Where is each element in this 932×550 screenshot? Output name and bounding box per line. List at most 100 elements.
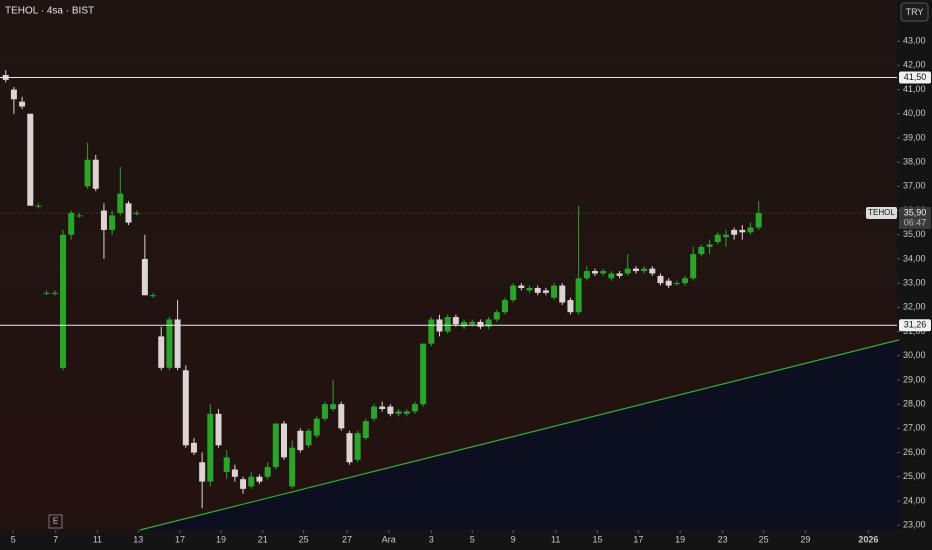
candle-body: [624, 268, 631, 274]
x-tick-label: 11: [551, 534, 560, 544]
candle-body: [240, 479, 247, 489]
candle-body: [248, 476, 255, 487]
candle-body: [330, 404, 337, 409]
y-tick-label: 24,00: [903, 495, 926, 505]
candle-body: [682, 278, 689, 284]
candle-body: [264, 467, 271, 477]
candle-body: [19, 101, 26, 107]
candle-body: [256, 476, 263, 482]
y-tick-label: 37,00: [903, 181, 926, 191]
candle-body: [379, 406, 386, 409]
x-tick-label: 21: [258, 534, 268, 544]
candle-body: [207, 413, 214, 482]
y-tick-label: 40,00: [903, 108, 926, 118]
candle-body: [493, 312, 500, 320]
candle-body: [501, 300, 508, 313]
candle-body: [461, 321, 468, 327]
price-line-tag: [899, 71, 931, 84]
candle-body: [354, 433, 361, 460]
candle-body: [673, 283, 680, 285]
x-tick-label: 19: [216, 534, 226, 544]
candle-body: [755, 212, 762, 228]
candle-body: [657, 275, 664, 284]
candle-body: [632, 268, 639, 272]
x-tick-label: 17: [633, 534, 643, 544]
y-tick-label: 23,00: [903, 520, 926, 530]
candle-body: [600, 271, 607, 274]
candle-body: [731, 229, 738, 235]
candle-body: [141, 258, 148, 296]
x-tick-label: 29: [800, 534, 810, 544]
candle-body: [583, 271, 590, 279]
candle-body: [567, 300, 574, 313]
x-tick-label: 7: [53, 534, 58, 544]
price-axis: [897, 0, 932, 550]
candle-body: [190, 442, 197, 453]
candle-body: [43, 292, 50, 294]
time-axis: [0, 530, 897, 550]
candle-body: [231, 469, 238, 477]
candle-body: [321, 404, 328, 419]
x-tick-label: 11: [93, 534, 102, 544]
countdown-label: 06:47: [904, 217, 927, 227]
candle-body: [68, 212, 75, 235]
candle-body: [280, 423, 287, 458]
y-tick-label: 27,00: [903, 423, 926, 433]
candle-body: [526, 287, 533, 291]
candle-body: [182, 370, 189, 446]
candle-body: [641, 268, 648, 272]
currency-button[interactable]: [900, 2, 929, 22]
y-tick-label: 25,00: [903, 471, 926, 481]
candle-body: [428, 319, 435, 344]
candle-body: [444, 317, 451, 332]
x-tick-label: 25: [759, 534, 769, 544]
candle-body: [665, 280, 672, 286]
candle-body: [27, 113, 34, 206]
candle-body: [608, 273, 615, 279]
x-tick-label: 9: [511, 534, 516, 544]
candle-body: [469, 321, 476, 325]
candle-body: [150, 295, 157, 297]
candle-body: [125, 203, 132, 223]
candle-body: [199, 462, 206, 482]
candle-body: [100, 210, 107, 230]
candle-body: [35, 205, 42, 207]
candle-body: [289, 447, 296, 487]
candle-body: [542, 290, 549, 293]
candle-body: [338, 404, 345, 429]
candle-body: [534, 287, 541, 293]
chart-layer: 23,00 24,00 25,00 26,00 27,00 28,00 29,00 30,00…: [0, 36, 931, 544]
candle-body: [387, 406, 394, 414]
candle-body: [485, 319, 492, 327]
y-tick-label: 28,00: [903, 399, 926, 409]
candle-body: [722, 234, 729, 238]
x-tick-label: 23: [718, 534, 728, 544]
candle-body: [411, 404, 418, 412]
currency-label[interactable]: TRY: [906, 7, 924, 17]
y-tick-label: 29,00: [903, 374, 926, 384]
candle-body: [10, 89, 17, 100]
x-tick-label: 17: [175, 534, 185, 544]
last-price-tag: [899, 206, 931, 229]
last-price-label: 35,90: [904, 207, 927, 217]
event-marker[interactable]: [48, 514, 63, 529]
x-tick-label: 2026: [858, 534, 878, 544]
candle-body: [313, 418, 320, 436]
x-tick-label: 3: [429, 534, 434, 544]
symbol-tag-label: TEHOL: [868, 208, 895, 217]
x-tick-label: Ara: [382, 534, 396, 544]
y-tick-label: 32,00: [903, 302, 926, 312]
price-line-label: 31,26: [904, 320, 927, 330]
candle-body: [477, 321, 484, 327]
candle-body: [395, 411, 402, 414]
event-marker-label[interactable]: E: [53, 517, 58, 526]
candle-body: [297, 430, 304, 451]
candle-body: [215, 413, 222, 446]
candle-body: [362, 421, 369, 439]
candle-body: [272, 423, 279, 468]
candle-body: [51, 292, 58, 294]
candle-body: [60, 234, 67, 368]
y-tick-label: 30,00: [903, 350, 926, 360]
x-tick-label: 13: [133, 534, 143, 544]
candle-body: [92, 159, 99, 189]
